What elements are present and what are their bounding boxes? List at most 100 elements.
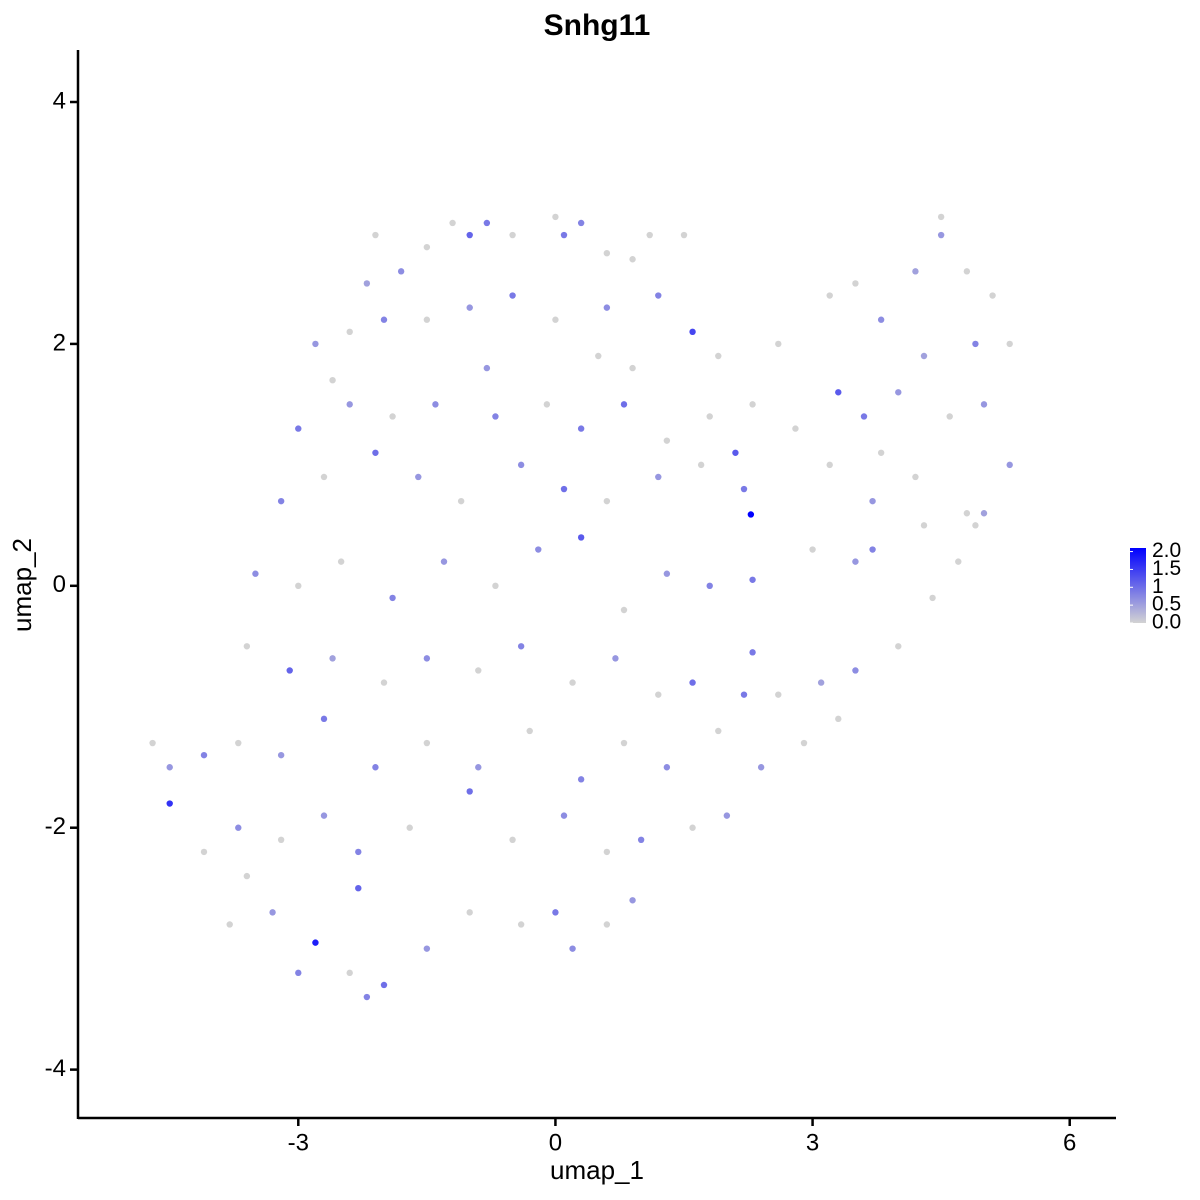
point [380,679,388,686]
point [972,522,979,529]
point [826,292,833,299]
color-tick-label: 1 [1152,575,1164,598]
point [817,679,825,686]
point [620,401,628,408]
point [723,812,731,819]
point [895,643,902,650]
point [980,401,988,408]
point [937,231,945,239]
point [629,364,636,372]
point [552,213,559,221]
point [775,340,782,348]
point [869,546,876,553]
point [252,570,259,577]
point [466,304,473,311]
point [603,848,611,856]
point [612,655,619,662]
point [329,376,336,384]
point [740,691,748,698]
point [912,268,919,275]
point [1006,340,1013,348]
point [800,739,808,747]
point [166,800,173,807]
point [277,751,285,759]
point [732,449,739,456]
point [792,425,799,432]
point [680,231,688,239]
point [372,449,379,456]
point [200,751,208,759]
point [603,249,611,257]
point [629,256,636,263]
point [972,340,979,348]
point [295,425,302,432]
point [509,231,516,239]
point [560,231,568,239]
point [543,401,551,408]
point [929,594,936,602]
point [740,485,748,493]
point [835,715,842,723]
point [689,679,696,686]
point [380,316,388,323]
point [397,268,405,275]
point [1006,461,1013,469]
point [277,497,285,505]
chart-title: Snhg11 [544,9,651,42]
point [646,231,653,239]
point [295,969,302,977]
point [852,558,859,565]
point [620,606,628,614]
point [603,304,611,311]
point [860,413,868,420]
point [577,776,585,783]
point [920,522,928,529]
point [355,848,362,856]
point [577,219,585,227]
point [757,764,765,771]
point [475,764,482,771]
point [372,231,379,239]
point [466,909,473,916]
point [697,461,705,469]
point [895,389,902,396]
points [149,213,1013,1001]
point [440,558,448,565]
color-tick-label: 1.5 [1152,557,1181,580]
point [655,292,662,299]
point [200,848,208,856]
point [526,727,533,735]
point [466,788,473,795]
point [295,582,302,590]
point [877,316,885,323]
point [269,909,276,916]
point [629,897,636,904]
point [492,582,499,590]
point [749,576,756,583]
color-bar [1130,548,1146,623]
x-tick-label: -3 [288,1129,309,1156]
point [835,389,842,396]
point [852,280,859,287]
point [560,812,568,819]
point [312,939,319,946]
point [517,921,525,928]
point [235,739,242,747]
point [475,667,482,674]
point [423,655,431,662]
point [595,352,602,360]
point [415,473,422,481]
point [372,764,379,771]
point [483,219,491,227]
point [569,679,576,686]
y-axis-label: umap_2 [7,538,37,632]
point [483,364,491,372]
point [346,328,353,336]
y-tick-label: 0 [53,571,66,598]
point [689,824,696,831]
point [715,352,722,360]
point [363,993,371,1001]
y-tick-label: 2 [53,329,66,356]
point [689,328,696,336]
